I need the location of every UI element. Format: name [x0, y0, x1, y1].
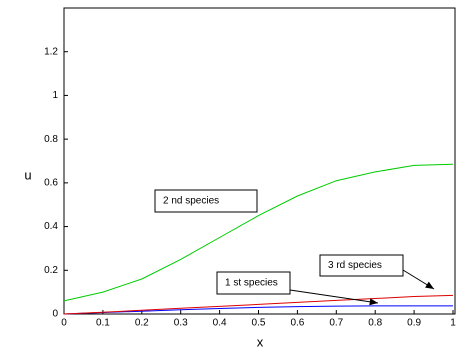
x-tick-label: 1: [450, 318, 456, 329]
y-tick-label: 0.2: [44, 265, 58, 276]
annotation-text: 1 st species: [225, 278, 278, 289]
x-tick-label: 0.3: [174, 318, 188, 329]
x-tick-label: 0.7: [329, 318, 343, 329]
annotation-arrow: [289, 289, 379, 304]
y-tick-label: 1.2: [44, 46, 58, 57]
y-tick-label: 0.6: [44, 177, 58, 188]
y-tick-label: 0: [52, 309, 58, 320]
y-tick-label: 1: [52, 90, 58, 101]
y-tick-label: 0.4: [44, 221, 58, 232]
annotation-box: [319, 254, 404, 277]
x-tick-label: 0.8: [368, 318, 382, 329]
annotation-text: 2 nd species: [163, 196, 219, 207]
x-tick-label: 0.5: [252, 318, 266, 329]
x-tick-label: 0.2: [135, 318, 149, 329]
annotation-box: [216, 271, 291, 295]
x-tick-label: 0.4: [213, 318, 227, 329]
annotation-box: [154, 189, 258, 213]
x-tick-label: 0.1: [96, 318, 110, 329]
series-line: [63, 163, 454, 302]
x-tick-label: 0: [61, 318, 67, 329]
x-tick-label: 0.9: [407, 318, 421, 329]
annotation-text: 3 rd species: [328, 260, 382, 271]
y-axis-label: u: [24, 167, 31, 182]
series-line: [63, 305, 453, 315]
y-tick-label: 0.8: [44, 134, 58, 145]
x-tick-label: 0.6: [290, 318, 304, 329]
arrow-head: [369, 298, 378, 306]
arrow-head: [425, 281, 434, 289]
x-axis-label: x: [257, 334, 264, 349]
series-line: [63, 294, 454, 315]
